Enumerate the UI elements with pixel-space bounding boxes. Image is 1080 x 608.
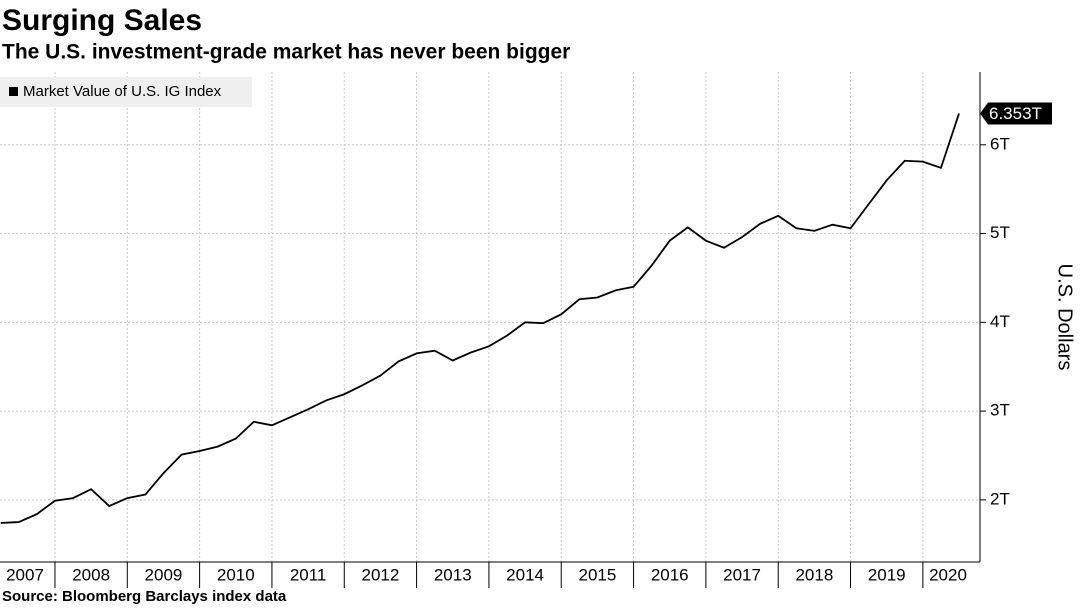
y-tick-label: 5T [990, 223, 1010, 242]
x-tick-label: 2015 [578, 565, 616, 584]
value-label: 6.353T [989, 104, 1042, 123]
x-tick-label: 2010 [217, 565, 255, 584]
x-tick-label: 2018 [795, 565, 833, 584]
x-tick-label: 2007 [6, 565, 44, 584]
x-tick-label: 2014 [506, 565, 544, 584]
x-tick-label: 2020 [929, 565, 967, 584]
chart-title: Surging Sales [2, 4, 202, 37]
value-label-box [980, 102, 1052, 125]
source: Source: Bloomberg Barclays index data [2, 588, 287, 605]
x-tick-label: 2011 [290, 565, 327, 584]
x-tick-label: 2008 [72, 565, 110, 584]
y-tick-label: 3T [990, 401, 1010, 420]
y-tick-label: 6T [990, 134, 1010, 153]
x-tick-label: 2013 [434, 565, 472, 584]
x-tick-label: 2009 [145, 565, 183, 584]
x-tick-label: 2012 [362, 565, 400, 584]
line-series [0, 113, 960, 524]
y-axis-label: U.S. Dollars [1054, 264, 1076, 371]
legend: Market Value of U.S. IG Index [0, 77, 252, 107]
x-tick-label: 2016 [651, 565, 689, 584]
y-tick-label: 4T [990, 312, 1010, 331]
y-tick-label: 2T [990, 489, 1010, 508]
legend-bg [0, 77, 252, 107]
legend-label: Market Value of U.S. IG Index [23, 83, 222, 100]
chart-subtitle: The U.S. investment-grade market has nev… [2, 41, 570, 64]
x-tick-label: 2019 [868, 565, 906, 584]
x-tick-label: 2017 [723, 565, 761, 584]
legend-swatch [9, 87, 18, 96]
